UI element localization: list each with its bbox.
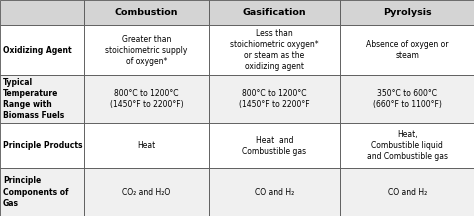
Bar xyxy=(209,75,340,123)
Text: Heat  and
Combustible gas: Heat and Combustible gas xyxy=(242,135,307,156)
Bar xyxy=(84,25,209,75)
Bar xyxy=(0,25,84,75)
Text: CO₂ and H₂O: CO₂ and H₂O xyxy=(122,187,171,197)
Bar xyxy=(340,0,474,25)
Text: 800°C to 1200°C
(1450°F to 2200°F): 800°C to 1200°C (1450°F to 2200°F) xyxy=(109,89,183,109)
Text: Principle
Components of
Gas: Principle Components of Gas xyxy=(3,176,68,208)
Bar xyxy=(209,123,340,168)
Bar xyxy=(209,168,340,216)
Text: Principle Products: Principle Products xyxy=(3,141,82,150)
Text: Pyrolysis: Pyrolysis xyxy=(383,8,431,17)
Bar xyxy=(209,25,340,75)
Bar xyxy=(84,168,209,216)
Text: Oxidizing Agent: Oxidizing Agent xyxy=(3,46,72,55)
Text: CO and H₂: CO and H₂ xyxy=(388,187,427,197)
Bar xyxy=(0,123,84,168)
Bar xyxy=(340,25,474,75)
Bar xyxy=(84,0,209,25)
Text: Greater than
stoichiometric supply
of oxygen*: Greater than stoichiometric supply of ox… xyxy=(105,35,188,66)
Text: Typical
Temperature
Range with
Biomass Fuels: Typical Temperature Range with Biomass F… xyxy=(3,78,64,120)
Bar xyxy=(340,168,474,216)
Bar xyxy=(209,0,340,25)
Text: Combustion: Combustion xyxy=(115,8,178,17)
Text: Gasification: Gasification xyxy=(243,8,306,17)
Bar xyxy=(84,123,209,168)
Bar xyxy=(0,0,84,25)
Bar xyxy=(0,75,84,123)
Bar xyxy=(340,75,474,123)
Text: CO and H₂: CO and H₂ xyxy=(255,187,294,197)
Text: 800°C to 1200°C
(1450°F to 2200°F: 800°C to 1200°C (1450°F to 2200°F xyxy=(239,89,310,109)
Text: Absence of oxygen or
steam: Absence of oxygen or steam xyxy=(366,40,448,60)
Bar xyxy=(0,168,84,216)
Text: Heat: Heat xyxy=(137,141,155,150)
Text: Heat,
Combustible liquid
and Combustible gas: Heat, Combustible liquid and Combustible… xyxy=(367,130,447,161)
Bar xyxy=(84,75,209,123)
Text: 350°C to 600°C
(660°F to 1100°F): 350°C to 600°C (660°F to 1100°F) xyxy=(373,89,442,109)
Bar xyxy=(340,123,474,168)
Text: Less than
stoichiometric oxygen*
or steam as the
oxidizing agent: Less than stoichiometric oxygen* or stea… xyxy=(230,29,319,71)
